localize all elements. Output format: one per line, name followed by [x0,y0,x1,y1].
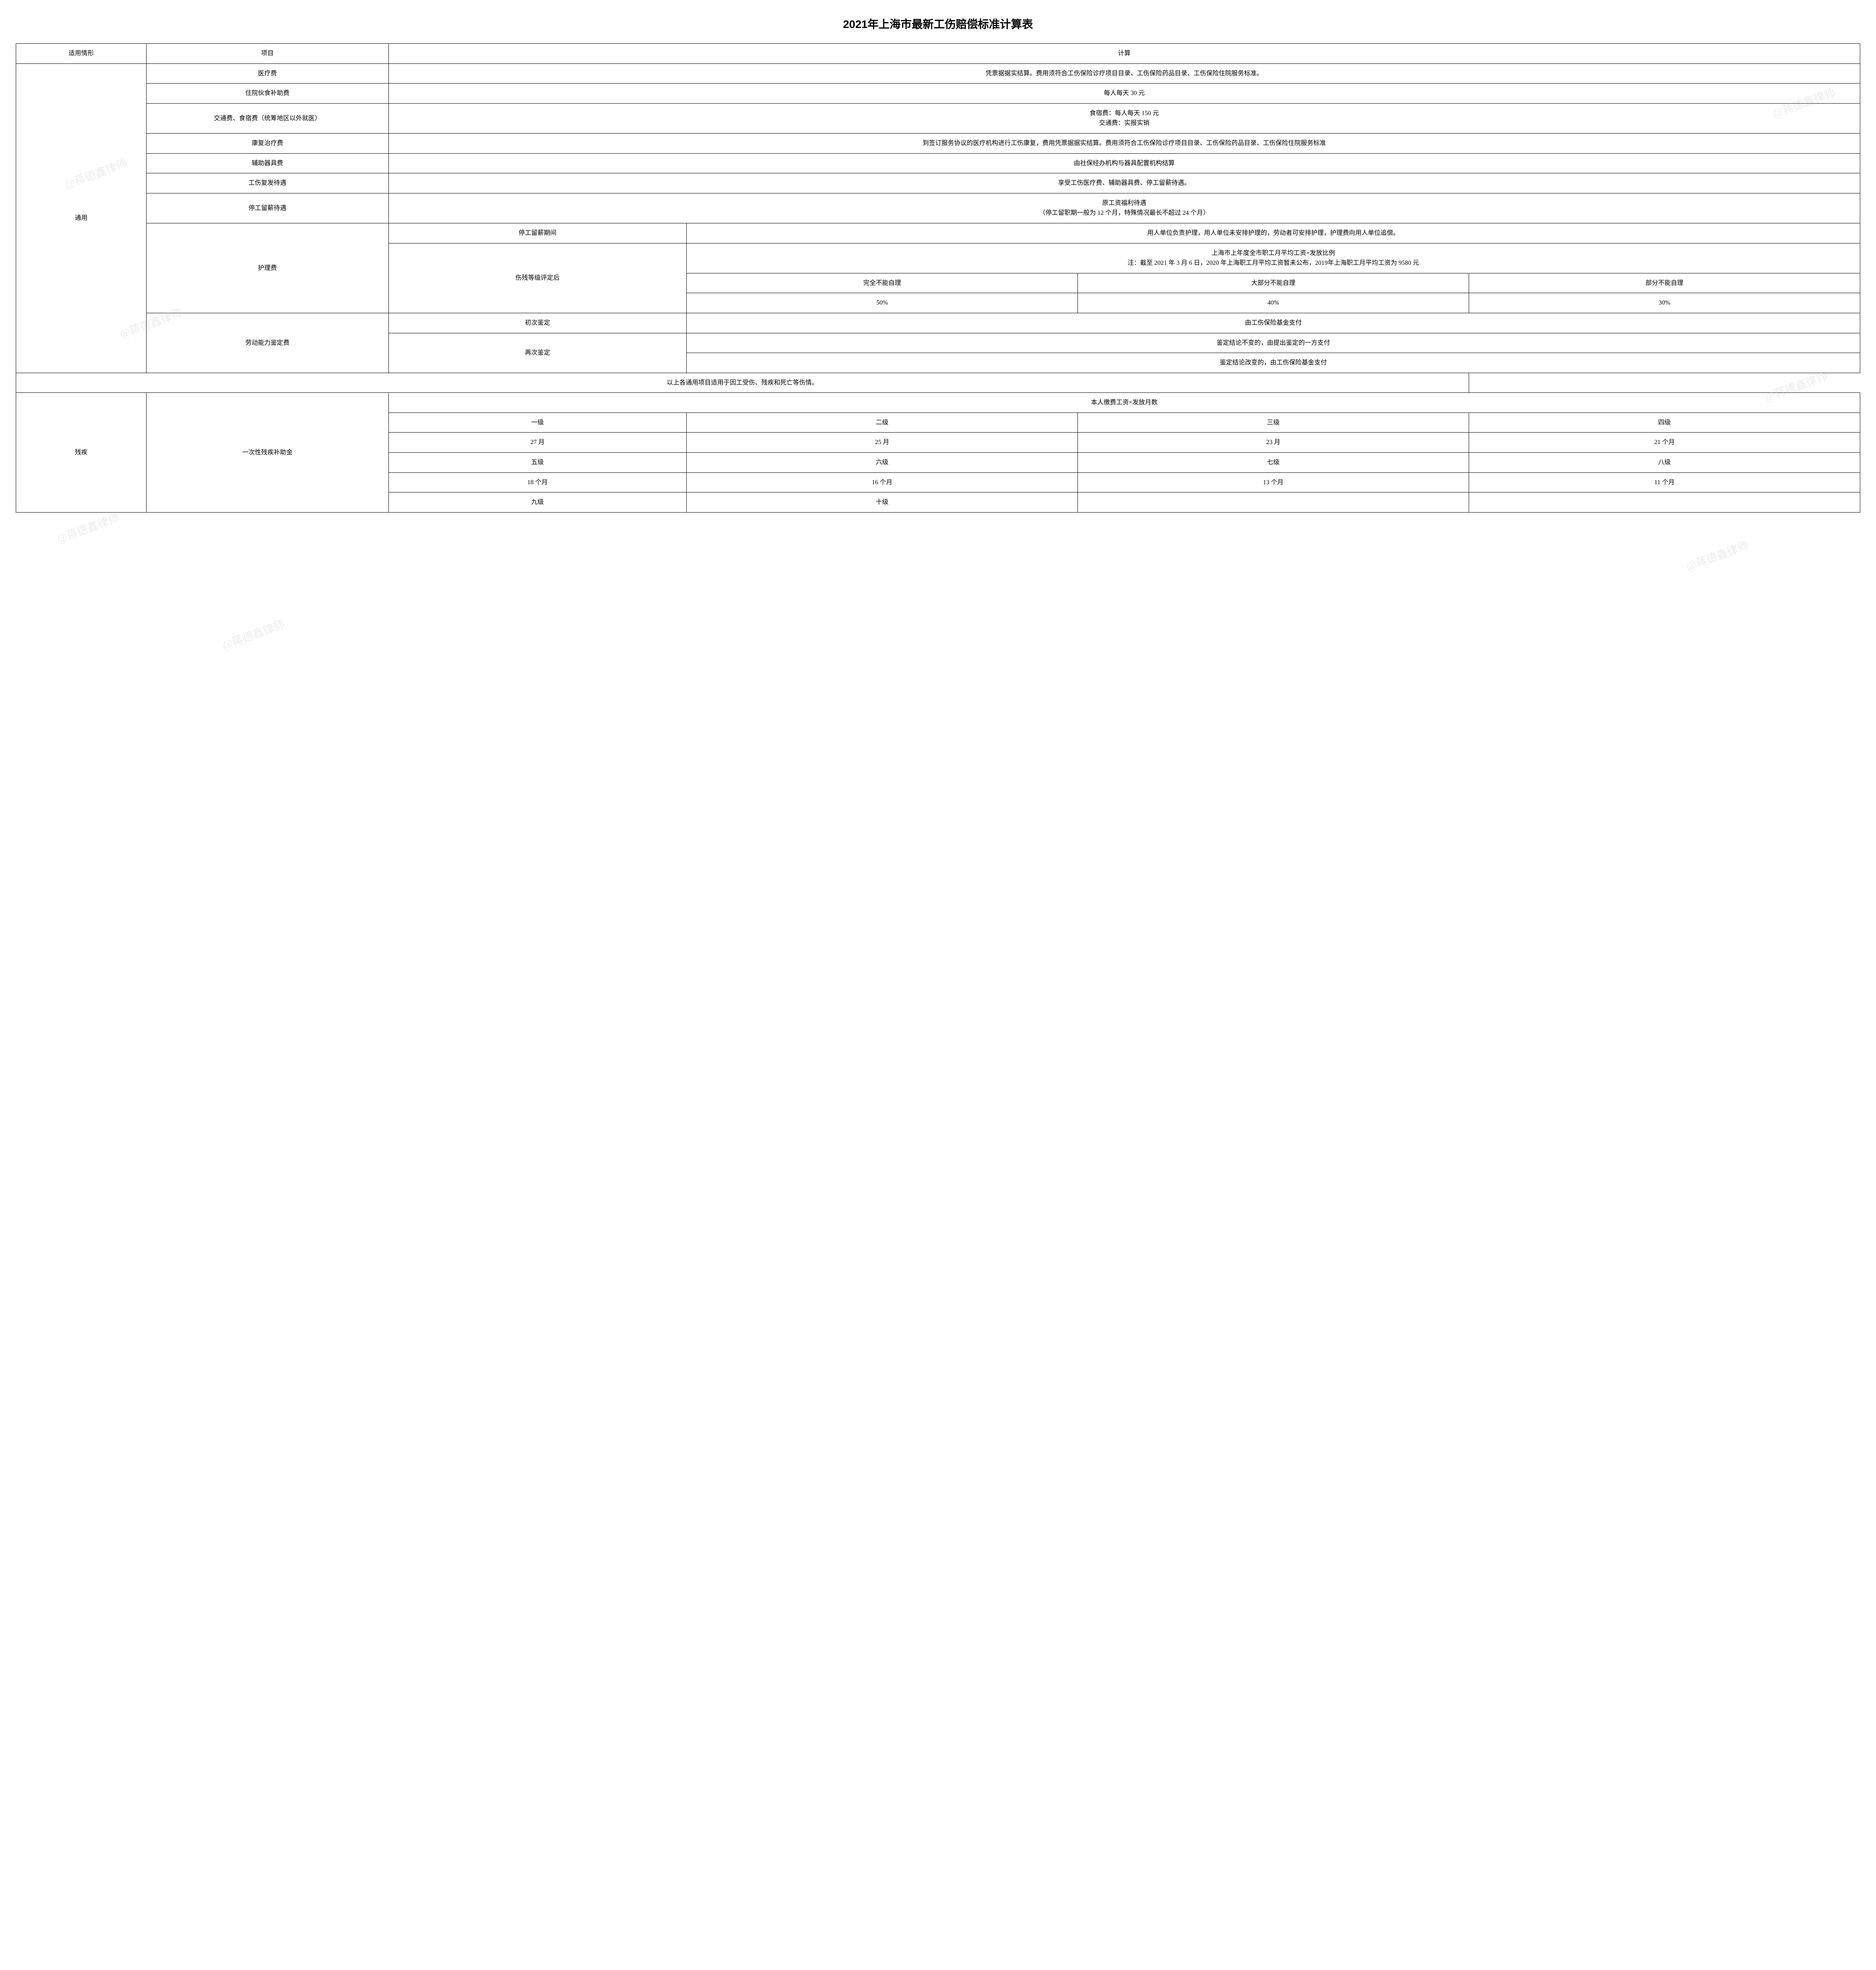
category-general: 通用 [16,63,147,373]
item-recur: 工伤复发待遇 [146,173,388,193]
grade-4: 四级 [1469,413,1860,433]
row-recur: 工伤复发待遇 享受工伤医疗费、辅助器具费、停工留薪待遇。 [16,173,1860,193]
nursing-ratio-most: 40% [1078,293,1469,313]
grade-2: 二级 [687,413,1078,433]
months-8: 11 个月 [1469,472,1860,492]
grade-empty-2 [1469,492,1860,513]
grade-empty-1 [1078,492,1469,513]
grade-1: 一级 [388,413,687,433]
months-1: 27 月 [388,433,687,453]
page-title: 2021年上海市最新工伤赔偿标准计算表 [16,16,1860,32]
header-calc: 计算 [388,44,1860,64]
row-rehab: 康复治疗费 到签订服务协议的医疗机构进行工伤康复，费用凭票据据实结算。费用须符合… [16,133,1860,153]
item-medical: 医疗费 [146,63,388,84]
nursing-ratio-full: 50% [687,293,1078,313]
grade-9: 九级 [388,492,687,513]
row-medical: 通用 医疗费 凭票据据实结算。费用须符合工伤保险诊疗项目目录、工伤保险药品目录、… [16,63,1860,84]
item-transport: 交通费、食宿费（统筹地区以外就医） [146,103,388,133]
nursing-period-calc: 用人单位负责护理，用人单位未安排护理的，劳动者可安排护理，护理费向用人单位追偿。 [687,223,1860,243]
appraisal-first-calc: 由工伤保险基金支付 [687,313,1860,333]
calc-medical: 凭票据据实结算。费用须符合工伤保险诊疗项目目录、工伤保险药品目录、工伤保险住院服… [388,63,1860,84]
appraisal-first-label: 初次鉴定 [388,313,687,333]
row-appraisal-first: 劳动能力鉴定费 初次鉴定 由工伤保险基金支付 [16,313,1860,333]
months-7: 13 个月 [1078,472,1469,492]
grade-7: 七级 [1078,453,1469,473]
grade-10: 十级 [687,492,1078,513]
item-once-disability: 一次性残疾补助金 [146,393,388,513]
compensation-table: 适用情形 项目 计算 通用 医疗费 凭票据据实结算。费用须符合工伤保险诊疗项目目… [16,43,1860,513]
calc-food: 每人每天 30 元 [388,84,1860,104]
table-header-row: 适用情形 项目 计算 [16,44,1860,64]
months-6: 16 个月 [687,472,1078,492]
nursing-ratio-part: 30% [1469,293,1860,313]
grade-3: 三级 [1078,413,1469,433]
months-4: 21 个月 [1469,433,1860,453]
header-item: 项目 [146,44,388,64]
item-food: 住院伙食补助费 [146,84,388,104]
general-footnote: 以上各通用项目适用于因工受伤、残疾和死亡等伤情。 [16,373,1469,393]
calc-aux: 由社保经办机构与器具配置机构结算 [388,153,1860,173]
appraisal-again-changed: 鉴定结论改变的，由工伤保险基金支付 [687,353,1860,373]
row-food: 住院伙食补助费 每人每天 30 元 [16,84,1860,104]
item-nursing: 护理费 [146,223,388,313]
row-general-footnote: 以上各通用项目适用于因工受伤、残疾和死亡等伤情。 [16,373,1860,393]
row-disability-header: 残疾 一次性残疾补助金 本人缴费工资×发放月数 [16,393,1860,413]
row-nursing-period: 护理费 停工留薪期间 用人单位负责护理，用人单位未安排护理的，劳动者可安排护理，… [16,223,1860,243]
calc-stop: 原工资福利待遇 （停工留职期一般为 12 个月，特殊情况最长不超过 24 个月） [388,193,1860,223]
item-stop: 停工留薪待遇 [146,193,388,223]
grade-5: 五级 [388,453,687,473]
months-5: 18 个月 [388,472,687,492]
row-transport: 交通费、食宿费（统筹地区以外就医） 食宿费：每人每天 150 元 交通费：实报实… [16,103,1860,133]
item-aux: 辅助器具费 [146,153,388,173]
calc-recur: 享受工伤医疗费、辅助器具费、停工留薪待遇。 [388,173,1860,193]
row-aux: 辅助器具费 由社保经办机构与器具配置机构结算 [16,153,1860,173]
nursing-level-part: 部分不能自理 [1469,273,1860,293]
disability-once-header: 本人缴费工资×发放月数 [388,393,1860,413]
nursing-after-label: 伤残等级评定后 [388,243,687,313]
item-appraisal: 劳动能力鉴定费 [146,313,388,373]
calc-rehab: 到签订服务协议的医疗机构进行工伤康复，费用凭票据据实结算。费用须符合工伤保险诊疗… [388,133,1860,153]
nursing-level-full: 完全不能自理 [687,273,1078,293]
item-rehab: 康复治疗费 [146,133,388,153]
grade-8: 八级 [1469,453,1860,473]
appraisal-again-same: 鉴定结论不变的，由提出鉴定的一方支付 [687,333,1860,353]
months-3: 23 月 [1078,433,1469,453]
nursing-after-note: 上海市上年度全市职工月平均工资×发放比例 注：截至 2021 年 3 月 6 日… [687,243,1860,273]
nursing-period-label: 停工留薪期间 [388,223,687,243]
category-disability: 残疾 [16,393,147,513]
appraisal-again-label: 再次鉴定 [388,333,687,373]
months-2: 25 月 [687,433,1078,453]
calc-transport: 食宿费：每人每天 150 元 交通费：实报实销 [388,103,1860,133]
nursing-level-most: 大部分不能自理 [1078,273,1469,293]
header-situation: 适用情形 [16,44,147,64]
row-stop: 停工留薪待遇 原工资福利待遇 （停工留职期一般为 12 个月，特殊情况最长不超过… [16,193,1860,223]
grade-6: 六级 [687,453,1078,473]
